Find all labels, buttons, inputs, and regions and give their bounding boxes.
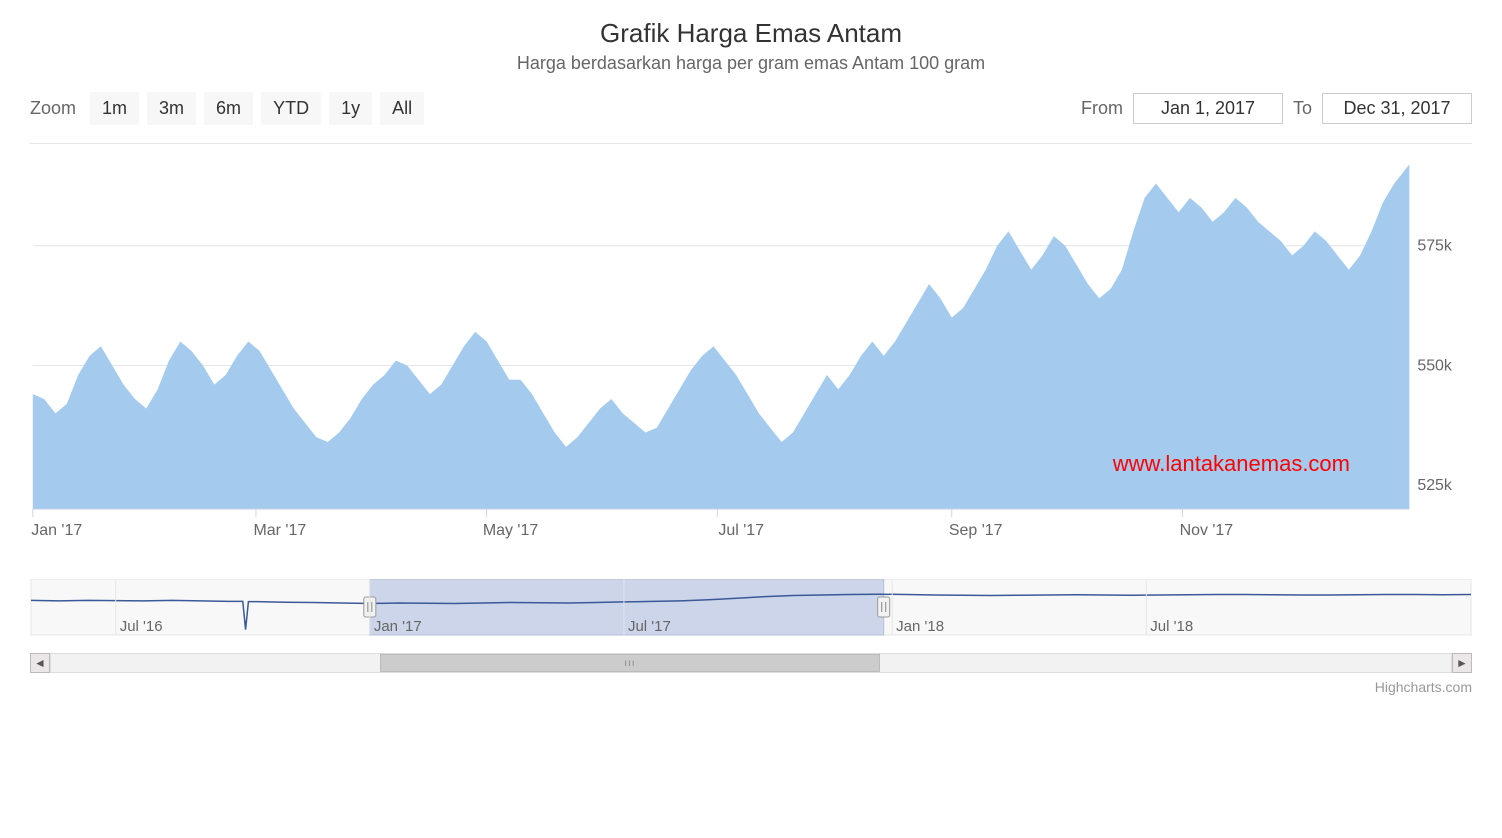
svg-text:Sep '17: Sep '17 bbox=[949, 522, 1003, 539]
svg-text:Jan '17: Jan '17 bbox=[31, 522, 82, 539]
scroll-track[interactable]: ııı bbox=[50, 653, 1452, 673]
zoom-all-button[interactable]: All bbox=[380, 92, 424, 125]
svg-text:Jul '17: Jul '17 bbox=[718, 522, 764, 539]
chart-container: Grafik Harga Emas Antam Harga berdasarka… bbox=[0, 0, 1502, 705]
scroll-right-button[interactable]: ► bbox=[1452, 653, 1472, 673]
navigator-svg: Jul '16 Jan '17 Jul '17 Jan '18 Jul '18 bbox=[30, 579, 1472, 651]
from-label: From bbox=[1081, 98, 1123, 119]
main-chart-svg: 525k 550k 575k Jan '17 Mar '17 May '17 Jul '17… bbox=[30, 144, 1472, 543]
caret-right-icon: ► bbox=[1456, 656, 1468, 670]
svg-text:Mar '17: Mar '17 bbox=[254, 522, 307, 539]
caret-left-icon: ◄ bbox=[34, 656, 46, 670]
svg-text:Jan '18: Jan '18 bbox=[896, 618, 944, 635]
svg-text:Jul '18: Jul '18 bbox=[1150, 618, 1193, 635]
scroll-thumb[interactable]: ııı bbox=[380, 654, 880, 672]
svg-text:Jan '17: Jan '17 bbox=[374, 618, 422, 635]
date-range-controls: From To bbox=[1081, 93, 1472, 124]
navigator[interactable]: Jul '16 Jan '17 Jul '17 Jan '18 Jul '18 bbox=[30, 579, 1472, 651]
svg-text:575k: 575k bbox=[1417, 238, 1452, 255]
zoom-6m-button[interactable]: 6m bbox=[204, 92, 253, 125]
svg-text:Jul '17: Jul '17 bbox=[628, 618, 671, 635]
to-label: To bbox=[1293, 98, 1312, 119]
svg-text:Jul '16: Jul '16 bbox=[120, 618, 163, 635]
scroll-left-button[interactable]: ◄ bbox=[30, 653, 50, 673]
zoom-1y-button[interactable]: 1y bbox=[329, 92, 372, 125]
svg-text:550k: 550k bbox=[1417, 357, 1452, 374]
zoom-label: Zoom bbox=[30, 98, 76, 119]
svg-text:May '17: May '17 bbox=[483, 522, 538, 539]
zoom-1m-button[interactable]: 1m bbox=[90, 92, 139, 125]
navigator-scrollbar: ◄ ııı ► bbox=[30, 653, 1472, 673]
from-date-input[interactable] bbox=[1133, 93, 1283, 124]
range-toolbar: Zoom 1m 3m 6m YTD 1y All From To bbox=[30, 92, 1472, 125]
credits-link[interactable]: Highcharts.com bbox=[30, 679, 1472, 695]
chart-title: Grafik Harga Emas Antam bbox=[30, 18, 1472, 49]
zoom-controls: Zoom 1m 3m 6m YTD 1y All bbox=[30, 92, 424, 125]
main-plot-area[interactable]: 525k 550k 575k Jan '17 Mar '17 May '17 Jul '17… bbox=[30, 143, 1472, 543]
zoom-ytd-button[interactable]: YTD bbox=[261, 92, 321, 125]
svg-text:Nov '17: Nov '17 bbox=[1180, 522, 1234, 539]
to-date-input[interactable] bbox=[1322, 93, 1472, 124]
zoom-3m-button[interactable]: 3m bbox=[147, 92, 196, 125]
chart-subtitle: Harga berdasarkan harga per gram emas An… bbox=[30, 53, 1472, 74]
svg-text:525k: 525k bbox=[1417, 477, 1452, 494]
